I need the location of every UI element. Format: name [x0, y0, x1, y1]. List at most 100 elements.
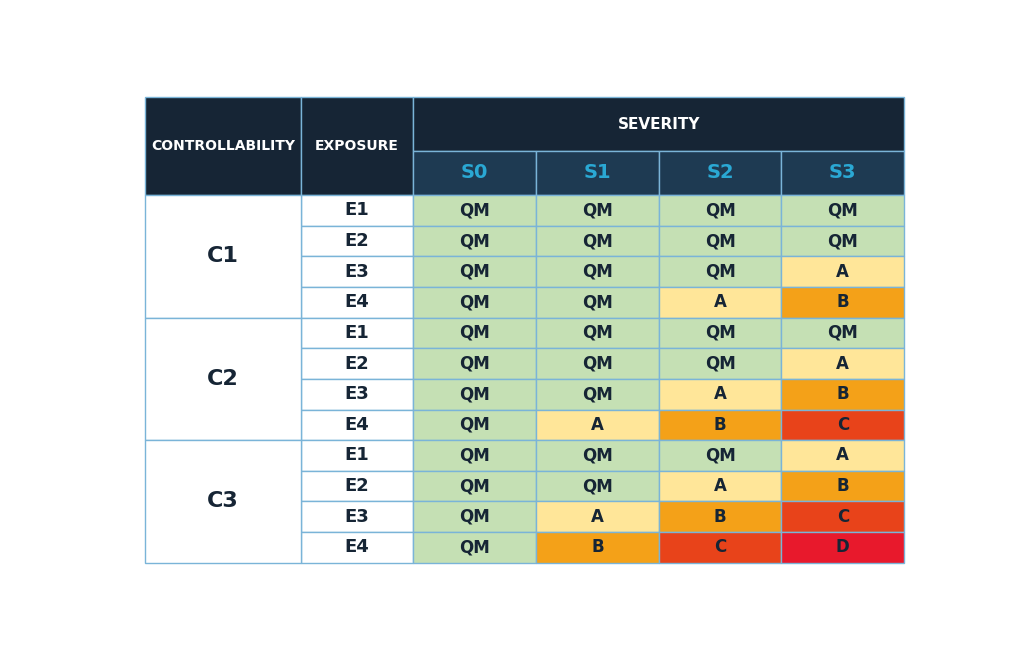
Bar	[536, 501, 658, 532]
Bar	[145, 318, 301, 440]
Text: C2: C2	[207, 369, 239, 389]
Text: QM: QM	[459, 293, 490, 311]
Text: QM: QM	[582, 232, 612, 250]
Bar	[781, 151, 904, 195]
Bar	[536, 379, 658, 409]
Bar	[658, 226, 781, 256]
Bar	[301, 471, 414, 501]
Bar	[301, 287, 414, 318]
Bar	[781, 440, 904, 471]
Bar	[301, 97, 414, 195]
Text: QM: QM	[582, 385, 612, 403]
Text: QM: QM	[459, 539, 490, 556]
Bar	[414, 226, 536, 256]
Text: E2: E2	[345, 355, 370, 372]
Text: E3: E3	[345, 385, 370, 403]
Text: QM: QM	[705, 201, 735, 219]
Text: E1: E1	[345, 447, 370, 464]
Text: A: A	[714, 293, 726, 311]
Text: A: A	[837, 263, 849, 280]
Bar	[301, 532, 414, 563]
Bar	[301, 256, 414, 287]
Bar	[781, 226, 904, 256]
Text: QM: QM	[459, 416, 490, 434]
Bar	[658, 195, 781, 226]
Text: C: C	[837, 416, 849, 434]
Text: E4: E4	[345, 539, 370, 556]
Bar	[781, 318, 904, 348]
Bar	[658, 151, 781, 195]
Bar	[781, 471, 904, 501]
Text: QM: QM	[459, 324, 490, 342]
Bar	[658, 532, 781, 563]
Text: E3: E3	[345, 508, 370, 526]
Text: QM: QM	[459, 447, 490, 464]
Text: A: A	[714, 477, 726, 495]
Bar	[414, 532, 536, 563]
Text: QM: QM	[827, 201, 858, 219]
Bar	[145, 195, 301, 318]
Bar	[301, 501, 414, 532]
Text: QM: QM	[582, 447, 612, 464]
Bar	[414, 318, 536, 348]
Bar	[658, 256, 781, 287]
Bar	[781, 195, 904, 226]
Bar	[781, 501, 904, 532]
Text: B: B	[714, 416, 726, 434]
Text: QM: QM	[459, 508, 490, 526]
Text: E2: E2	[345, 232, 370, 250]
Bar	[301, 348, 414, 379]
Bar	[781, 348, 904, 379]
Text: QM: QM	[582, 355, 612, 372]
Bar	[536, 151, 658, 195]
Text: B: B	[837, 385, 849, 403]
Text: QM: QM	[705, 263, 735, 280]
Text: E4: E4	[345, 416, 370, 434]
Bar	[536, 318, 658, 348]
Bar	[781, 379, 904, 409]
Bar	[658, 409, 781, 440]
Bar	[536, 440, 658, 471]
Bar	[658, 348, 781, 379]
Bar	[658, 379, 781, 409]
Bar	[536, 195, 658, 226]
Bar	[658, 287, 781, 318]
Text: CONTROLLABILITY: CONTROLLABILITY	[152, 139, 295, 153]
Bar	[414, 379, 536, 409]
Text: C1: C1	[207, 246, 240, 266]
Bar	[145, 97, 301, 195]
Bar	[414, 409, 536, 440]
Text: C3: C3	[207, 492, 239, 511]
Text: E1: E1	[345, 324, 370, 342]
Text: QM: QM	[705, 447, 735, 464]
Bar	[658, 318, 781, 348]
Text: QM: QM	[827, 324, 858, 342]
Text: E1: E1	[345, 201, 370, 219]
Bar	[658, 440, 781, 471]
Bar	[536, 532, 658, 563]
Bar	[301, 440, 414, 471]
Text: A: A	[837, 447, 849, 464]
Text: QM: QM	[459, 201, 490, 219]
Text: A: A	[591, 508, 604, 526]
Text: S1: S1	[584, 164, 611, 183]
Text: E2: E2	[345, 477, 370, 495]
Bar	[414, 471, 536, 501]
Bar	[536, 471, 658, 501]
Text: B: B	[714, 508, 726, 526]
Bar	[414, 287, 536, 318]
Text: E3: E3	[345, 263, 370, 280]
Text: QM: QM	[582, 263, 612, 280]
Bar	[536, 348, 658, 379]
Text: B: B	[837, 477, 849, 495]
Bar	[414, 440, 536, 471]
Bar	[301, 195, 414, 226]
Text: S0: S0	[461, 164, 488, 183]
Text: A: A	[837, 355, 849, 372]
Bar	[414, 256, 536, 287]
Text: QM: QM	[582, 293, 612, 311]
Text: QM: QM	[459, 385, 490, 403]
Bar	[536, 256, 658, 287]
Text: QM: QM	[705, 232, 735, 250]
Text: A: A	[591, 416, 604, 434]
